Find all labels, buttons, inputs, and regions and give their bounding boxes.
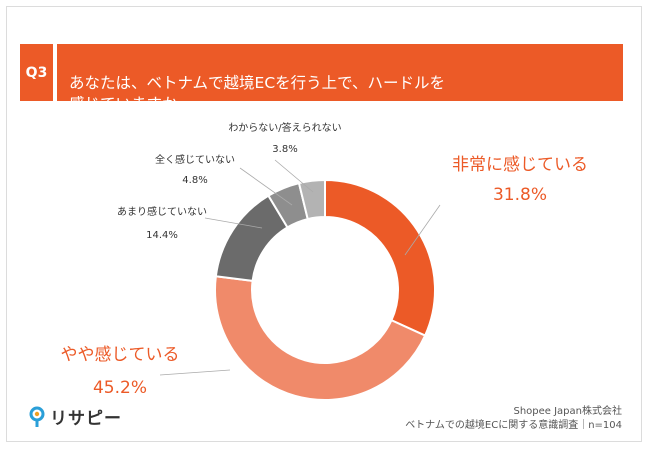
slice-label: 非常に感じている [452, 155, 588, 175]
slice-value-label: 31.8% [493, 185, 547, 205]
slice-label: わからない/答えられない [228, 121, 341, 134]
footer-survey: ベトナムでの越境ECに関する意識調査｜n=104 [405, 420, 622, 431]
question-text: あなたは、ベトナムで越境ECを行う上で、ハードルを 感じていますか。 [69, 74, 446, 113]
question-number-badge: Q3 [20, 44, 53, 101]
donut-slice [324, 178, 436, 337]
slice-label: あまり感じていない [117, 205, 207, 218]
leader-line [204, 217, 263, 229]
donut-slices [214, 178, 436, 401]
question-banner: あなたは、ベトナムで越境ECを行う上で、ハードルを 感じていますか。 [57, 44, 623, 113]
footer-company: Shopee Japan株式会社 [513, 406, 622, 417]
leader-line [239, 167, 293, 206]
leader-line [274, 159, 314, 193]
risapy-logo: リサピー [28, 404, 122, 429]
donut-slice [297, 178, 326, 221]
slice-value-label: 4.8% [182, 175, 207, 186]
leader-lines [159, 159, 441, 376]
logo-text: リサピー [50, 409, 122, 429]
question-number: Q3 [25, 64, 48, 81]
leader-line [404, 204, 441, 256]
slice-value-label: 14.4% [146, 230, 178, 241]
leader-line [159, 369, 231, 376]
slice-label: やや感じている [61, 345, 180, 365]
slice-label: 全く感じていない [155, 153, 235, 166]
slice-value-label: 45.2% [93, 378, 147, 398]
donut-slice [214, 275, 427, 401]
magnifier-logo-icon [29, 406, 45, 427]
slice-value-label: 3.8% [272, 144, 297, 155]
slice-labels: 非常に感じている 31.8% やや感じている 45.2% あまり感じていない 14.4% 全… [61, 121, 589, 398]
